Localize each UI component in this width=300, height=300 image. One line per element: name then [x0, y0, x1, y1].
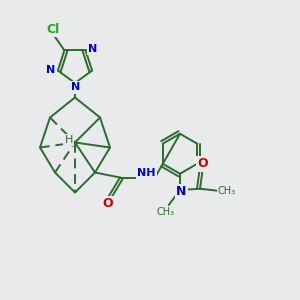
Text: O: O — [102, 197, 113, 210]
Text: N: N — [46, 65, 56, 75]
Text: CH₃: CH₃ — [218, 186, 236, 196]
Text: N: N — [176, 185, 186, 198]
Text: H: H — [64, 135, 73, 145]
Text: N: N — [88, 44, 97, 54]
Text: N: N — [71, 82, 80, 92]
Text: Cl: Cl — [46, 23, 59, 36]
Text: CH₃: CH₃ — [157, 207, 175, 217]
Text: O: O — [198, 157, 208, 170]
Text: NH: NH — [137, 167, 156, 178]
